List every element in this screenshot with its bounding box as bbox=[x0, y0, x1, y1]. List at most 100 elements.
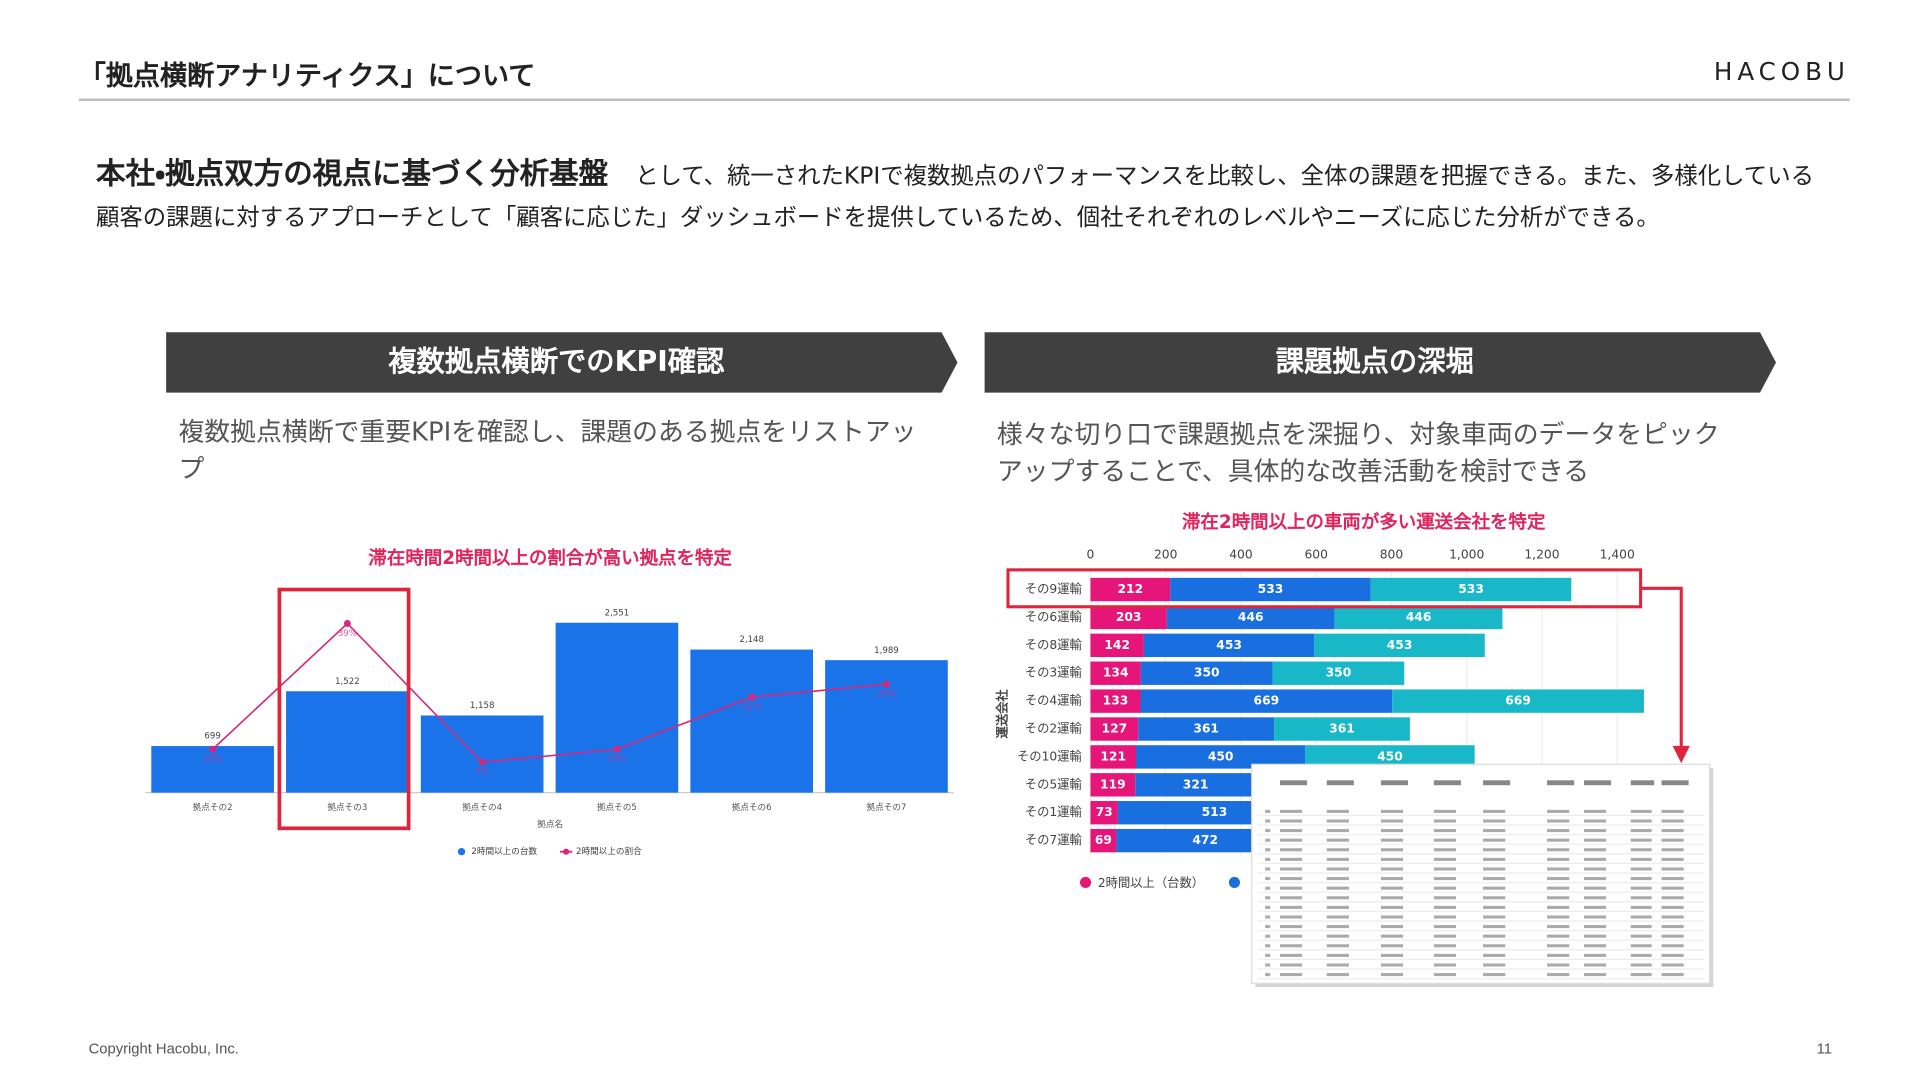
table-cell bbox=[1279, 877, 1303, 881]
data-label: 142 bbox=[1104, 638, 1130, 652]
table-cell bbox=[1483, 838, 1506, 842]
table-cell bbox=[1265, 973, 1271, 977]
table-cell bbox=[1380, 829, 1404, 833]
table-cell bbox=[1547, 819, 1570, 823]
table-cell bbox=[1661, 877, 1684, 881]
bar-segment bbox=[1138, 717, 1275, 741]
table-cell bbox=[1433, 944, 1456, 948]
table-cell bbox=[1583, 915, 1607, 919]
table-cell bbox=[1380, 905, 1404, 909]
table-cell bbox=[1547, 944, 1570, 948]
table-cell bbox=[1279, 857, 1303, 861]
bar-segment bbox=[1090, 661, 1141, 685]
table-cell bbox=[1265, 905, 1271, 909]
data-label: 669 bbox=[1505, 694, 1531, 708]
table-cell bbox=[1380, 867, 1404, 871]
bar-segment bbox=[1334, 605, 1503, 630]
table-cell bbox=[1483, 896, 1506, 900]
table-cell bbox=[1265, 953, 1271, 957]
bar-segment bbox=[1166, 605, 1335, 630]
data-label: 10% bbox=[203, 755, 222, 765]
data-label: 472 bbox=[1192, 833, 1218, 847]
data-label: 453 bbox=[1387, 638, 1413, 652]
data-label: 321 bbox=[1183, 777, 1209, 791]
y-tick-label: その3運輸 bbox=[1025, 666, 1083, 680]
table-cell bbox=[1630, 829, 1652, 833]
table-cell bbox=[1380, 944, 1404, 948]
table-cell bbox=[1279, 963, 1303, 967]
line-point bbox=[883, 680, 890, 688]
legend-marker bbox=[1079, 876, 1092, 888]
table-cell bbox=[1380, 953, 1404, 957]
chart-title: 滞在時間2時間以上の割合が高い拠点を特定 bbox=[368, 547, 732, 569]
data-label: 203 bbox=[1116, 610, 1142, 624]
table-cell bbox=[1380, 973, 1404, 977]
table-cell bbox=[1326, 829, 1349, 833]
table-header-cell bbox=[1433, 780, 1461, 786]
bar-segment bbox=[1170, 577, 1371, 602]
table-cell bbox=[1265, 819, 1271, 823]
bar-segment bbox=[1140, 661, 1273, 685]
y-tick-label: その8運輸 bbox=[1025, 638, 1083, 652]
table-cell bbox=[1380, 934, 1404, 938]
bar-segment bbox=[1135, 773, 1257, 797]
bar-segment bbox=[1143, 633, 1315, 658]
data-label: 39% bbox=[338, 629, 357, 639]
panel-banner bbox=[166, 332, 958, 393]
table-cell bbox=[1630, 925, 1652, 929]
table-cell bbox=[1433, 925, 1456, 929]
table-cell bbox=[1326, 877, 1349, 881]
table-cell bbox=[1380, 848, 1404, 852]
table-cell bbox=[1279, 896, 1303, 900]
table-cell bbox=[1547, 963, 1570, 967]
table-cell bbox=[1547, 953, 1570, 957]
table-cell bbox=[1326, 944, 1349, 948]
table-cell bbox=[1380, 915, 1404, 919]
x-tick-label: 200 bbox=[1154, 548, 1177, 562]
bar-segment bbox=[1090, 745, 1136, 769]
table-cell bbox=[1265, 809, 1271, 813]
table-cell bbox=[1583, 886, 1607, 890]
bar-segment bbox=[1274, 717, 1410, 741]
data-label: 533 bbox=[1258, 582, 1284, 596]
table-cell bbox=[1583, 838, 1607, 842]
data-label: 25% bbox=[877, 690, 896, 700]
y-tick-label: その2運輸 bbox=[1025, 722, 1083, 736]
table-cell bbox=[1265, 829, 1271, 833]
table-cell bbox=[1583, 963, 1607, 967]
table-cell bbox=[1630, 838, 1652, 842]
table-cell bbox=[1630, 973, 1652, 977]
data-label: 133 bbox=[1103, 694, 1129, 708]
legend-marker bbox=[457, 847, 466, 856]
table-cell bbox=[1279, 848, 1303, 852]
title-rule bbox=[78, 98, 1850, 101]
table-cell bbox=[1483, 963, 1506, 967]
data-label: 453 bbox=[1216, 638, 1242, 652]
table-cell bbox=[1483, 809, 1506, 813]
table-cell bbox=[1326, 915, 1349, 919]
table-cell bbox=[1326, 886, 1349, 890]
table-cell bbox=[1380, 838, 1404, 842]
table-cell bbox=[1433, 819, 1456, 823]
panel-heading: 複数拠点横断でのKPI確認 bbox=[388, 345, 725, 378]
bar bbox=[690, 649, 814, 793]
line-point bbox=[748, 693, 756, 701]
y-tick-label: その10運輸 bbox=[1017, 749, 1083, 763]
data-label: 73 bbox=[1096, 805, 1113, 819]
table-cell bbox=[1483, 877, 1506, 881]
table-cell bbox=[1547, 915, 1570, 919]
table-cell bbox=[1279, 944, 1303, 948]
table-cell bbox=[1433, 857, 1456, 861]
table-cell bbox=[1630, 905, 1652, 909]
bar-segment bbox=[1090, 828, 1117, 853]
table-cell bbox=[1433, 877, 1456, 881]
table-cell bbox=[1583, 905, 1607, 909]
table-cell bbox=[1326, 896, 1349, 900]
table-cell bbox=[1630, 944, 1652, 948]
data-label: 22% bbox=[742, 703, 761, 713]
table-cell bbox=[1380, 877, 1404, 881]
legend-label: 2時間以上の割合 bbox=[576, 845, 642, 857]
table-cell bbox=[1661, 963, 1684, 967]
